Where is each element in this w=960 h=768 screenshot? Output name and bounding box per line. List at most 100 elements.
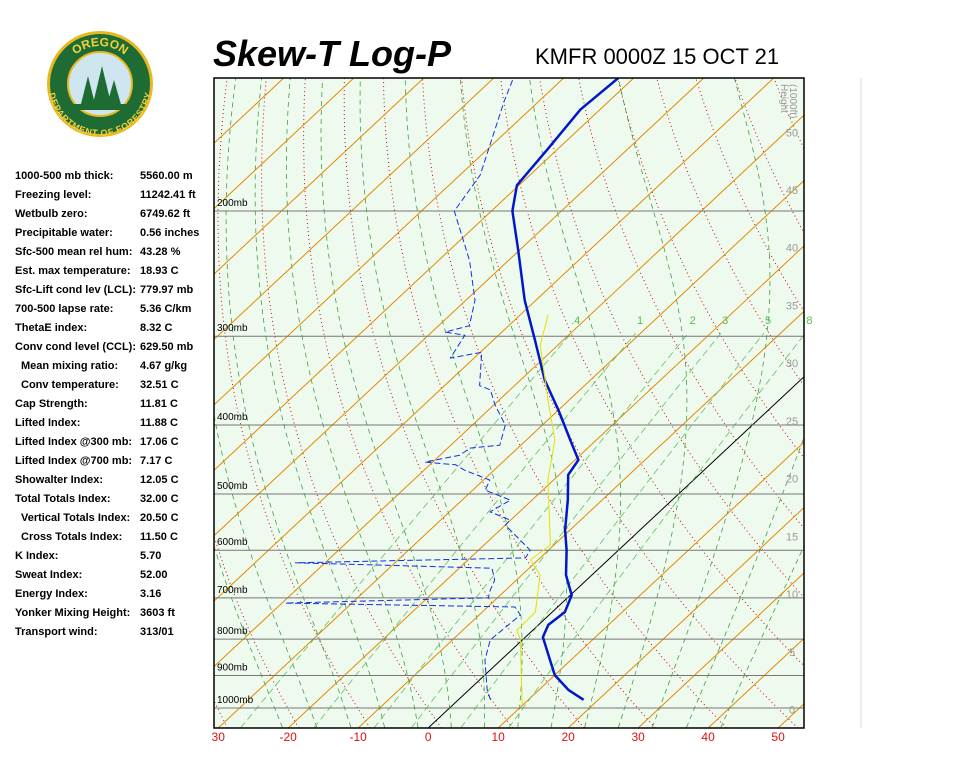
stat-label: Sfc-Lift cond lev (LCL):: [15, 284, 136, 296]
stat-value: 17.06 C: [140, 436, 179, 448]
logo-top-text: OREGON: [69, 35, 131, 58]
stat-label: 700-500 lapse rate:: [15, 303, 113, 315]
isotherm-grid-line: [357, 310, 804, 728]
x-tick-label: -20: [280, 730, 298, 744]
mixing-ratio-label: 8: [806, 315, 812, 327]
x-tick-label: 30: [212, 730, 226, 744]
moist-adiabat: [214, 412, 318, 728]
isotherm-grid-line: [287, 245, 804, 728]
stat-value: 779.97 mb: [140, 284, 193, 296]
title: Skew-T Log-P: [213, 33, 452, 74]
isotherm-grid-line: [427, 376, 804, 728]
dry-adiabat: [617, 78, 804, 459]
stat-label: Est. max temperature:: [15, 265, 131, 277]
height-tick-label: 15: [786, 531, 798, 543]
dry-adiabat: [852, 78, 960, 728]
x-tick-label: 40: [701, 730, 715, 744]
mixing-ratio-line: [460, 332, 765, 728]
stat-label: Precipitable water:: [15, 227, 113, 239]
stat-value: 43.28 %: [140, 246, 181, 258]
stat-value: 0.56 inches: [140, 227, 199, 239]
mixing-ratio-label: 5: [765, 315, 771, 327]
height-tick-label: 20: [786, 474, 798, 486]
isotherm-grid-line: [637, 572, 804, 728]
y-tick-label: 1000mb: [217, 695, 254, 706]
height-tick-label: 40: [786, 243, 798, 255]
x-tick-label: 30: [631, 730, 645, 744]
station: KMFR 0000Z 15 OCT 21: [535, 44, 779, 69]
stat-label: 1000-500 mb thick:: [15, 170, 113, 182]
y-tick-label: 800mb: [217, 626, 248, 637]
isotherm: [214, 78, 565, 406]
stat-value: 6749.62 ft: [140, 208, 190, 220]
logo-top: OREGON: [69, 35, 131, 58]
mixing-ratio-line: [410, 332, 722, 728]
height-axis-label: (1000ft): [787, 84, 798, 118]
height-tick-label: 5: [789, 647, 795, 659]
x-tick-label: 10: [491, 730, 505, 744]
dry-adiabat: [813, 78, 960, 728]
logo: OREGON DEPARTMENT OF FORESTRY: [46, 31, 154, 138]
height-tick-label: 10: [786, 589, 798, 601]
moist-adiabat: [529, 78, 621, 728]
axis-labels: 30 -20 -10 0 10 20 30 40 50.4 1 2 3 5 8200mb300mb400m…: [212, 84, 813, 744]
isotherm: [214, 78, 775, 602]
stat-label: Lifted Index @300 mb:: [15, 436, 132, 448]
y-tick-label: 700mb: [217, 585, 248, 596]
height-tick-label: 0: [789, 705, 795, 717]
isotherm-grid-line: [567, 506, 804, 728]
stat-label: Mean mixing ratio:: [21, 360, 118, 372]
stats: 1000-500 mb thick: 5560.00 m Freezing leve…: [15, 170, 199, 638]
isotherm: [214, 78, 355, 210]
stat-value: 3603 ft: [140, 607, 175, 619]
stat-value: 3.16: [140, 588, 161, 600]
stat-label: Lifted Index @700 mb:: [15, 455, 132, 467]
stat-label: Sfc-500 mean rel hum:: [15, 246, 132, 258]
moist-adiabat: [254, 78, 385, 728]
moist-adiabat: [686, 436, 804, 728]
stat-value: 8.32 C: [140, 322, 172, 334]
mixing-ratio-line: [508, 334, 804, 728]
stat-value: 11242.41 ft: [140, 189, 196, 201]
stat-label: Sweat Index:: [15, 569, 82, 581]
stat-label: Vertical Totals Index:: [21, 512, 130, 524]
x-tick-label: 20: [561, 730, 575, 744]
x-tick-label: 0: [425, 730, 432, 744]
mixing-ratio-label: 1: [637, 315, 643, 327]
moist-adiabat: [359, 78, 486, 728]
y-tick-label: 200mb: [217, 198, 248, 209]
stat-value: 52.00: [140, 569, 168, 581]
mixing-ratio-line: [373, 332, 689, 728]
stat-label: Yonker Mixing Height:: [15, 607, 130, 619]
stat-value: 18.93 C: [140, 265, 179, 277]
dry-adiabat: [382, 78, 656, 728]
stat-value: 12.05 C: [140, 474, 179, 486]
moist-adiabat: [286, 78, 419, 728]
mixing-ratio-label: 3: [722, 315, 728, 327]
dry-adiabat: [891, 78, 960, 728]
isotherm: [214, 114, 804, 668]
stat-value: 20.50 C: [140, 512, 179, 524]
plot-frame: [213, 77, 805, 729]
stat-label: Transport wind:: [15, 626, 98, 638]
moist-adiabat: [651, 78, 771, 728]
isotherm-grid-line: [777, 703, 804, 728]
height-tick-label: 35: [786, 300, 798, 312]
y-tick-label: 500mb: [217, 481, 248, 492]
dry-adiabat: [422, 78, 728, 728]
stat-label: Cap Strength:: [15, 398, 88, 410]
stat-label: Showalter Index:: [15, 474, 103, 486]
stat-label: Wetbulb zero:: [15, 208, 88, 220]
diagram-grid: [214, 78, 960, 728]
stat-value: 5560.00 m: [140, 170, 193, 182]
x-tick-label: 50: [771, 730, 785, 744]
stat-label: Total Totals Index:: [15, 493, 111, 505]
y-tick-label: 900mb: [217, 662, 248, 673]
stat-label: Conv cond level (CCL):: [15, 341, 136, 353]
isotherm: [214, 78, 495, 341]
mixing-ratio-line: [240, 332, 572, 728]
height-tick-label: 50: [786, 127, 798, 139]
isotherm-grid-line: [217, 179, 804, 728]
mixing-ratio-line: [313, 332, 637, 728]
